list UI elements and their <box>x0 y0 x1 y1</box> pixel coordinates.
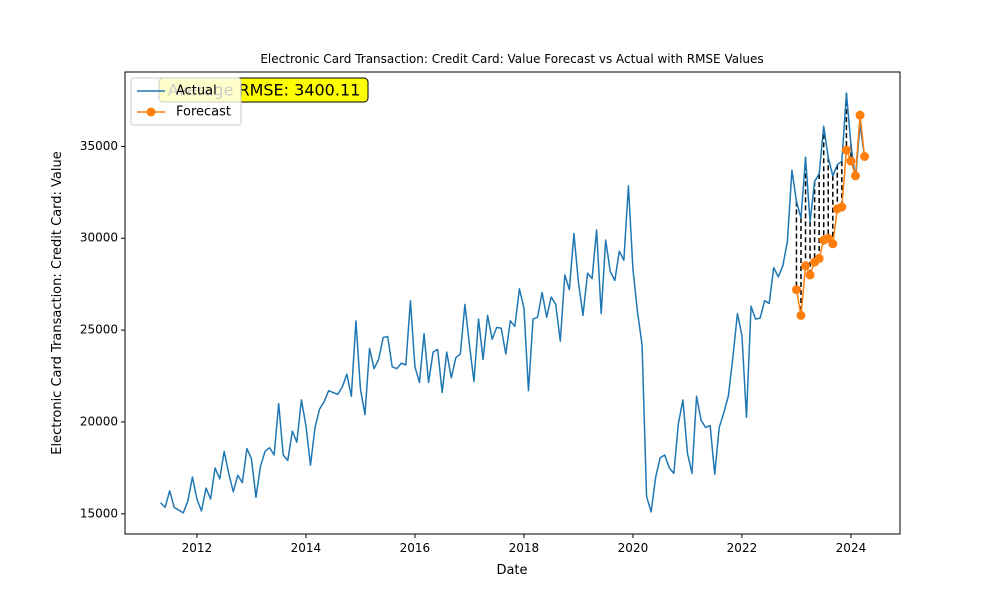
x-tick-label: 2014 <box>291 541 322 555</box>
x-tick-label: 2024 <box>836 541 867 555</box>
x-tick-label: 2012 <box>182 541 213 555</box>
legend-label: Actual <box>176 84 217 99</box>
x-tick-label: 2016 <box>400 541 431 555</box>
legend-box <box>130 77 242 126</box>
forecast-point <box>860 152 870 162</box>
y-axis-label: Electronic Card Transaction: Credit Card… <box>50 151 65 455</box>
plot-area: 2012 2014 2016 2018 2020 2022 2024 15000 20000 25… <box>80 92 870 555</box>
forecast-point <box>814 253 824 263</box>
y-tick-label: 20000 <box>80 414 118 428</box>
x-tick-label: 2022 <box>727 541 758 555</box>
forecast-point <box>850 171 860 181</box>
axes-frame <box>124 71 901 535</box>
forecast-point <box>801 261 811 271</box>
forecast-point <box>791 285 801 295</box>
y-tick-label: 15000 <box>80 506 118 520</box>
forecast-point <box>837 202 847 212</box>
y-tick-label: 25000 <box>80 323 118 337</box>
series-line <box>160 92 866 514</box>
forecast-point <box>846 156 856 166</box>
forecast-point <box>841 145 851 155</box>
x-tick-label: 2018 <box>509 541 540 555</box>
forecast-point <box>805 270 815 280</box>
x-axis-label: Date <box>496 563 527 578</box>
forecast-point <box>796 310 806 320</box>
legend-marker <box>146 107 156 117</box>
x-tick-label: 2020 <box>618 541 649 555</box>
forecast-point <box>855 110 865 120</box>
y-tick-label: 35000 <box>80 139 118 153</box>
y-tick-label: 30000 <box>80 231 118 245</box>
legend-label: Forecast <box>176 105 231 120</box>
forecast-point <box>828 239 838 249</box>
chart-title: Electronic Card Transaction: Credit Card… <box>260 52 763 66</box>
legend: Actual Forecast <box>130 77 242 126</box>
